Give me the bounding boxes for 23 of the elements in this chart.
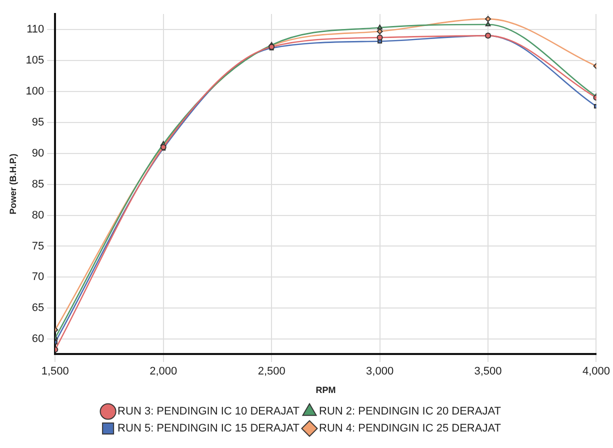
y-tick-label: 75 <box>32 240 44 252</box>
y-tick-label: 80 <box>32 209 44 222</box>
x-axis-title: RPM <box>316 385 336 396</box>
y-tick-label: 60 <box>32 333 44 346</box>
y-tick-label: 65 <box>32 302 44 314</box>
y-tick-label: 110 <box>26 24 44 36</box>
legend-label: RUN 2: PENDINGIN IC 20 DERAJAT <box>319 406 502 418</box>
y-tick-label: 100 <box>26 85 44 98</box>
x-tick-label: 1,500 <box>41 366 69 378</box>
y-tick-label: 90 <box>32 147 44 160</box>
y-axis-title: Power (B.H.P.) <box>8 154 18 214</box>
x-tick-label: 4,000 <box>582 366 610 378</box>
x-tick-label: 2,000 <box>150 366 178 378</box>
y-tick-label: 70 <box>32 271 44 284</box>
legend-label: RUN 3: PENDINGIN IC 10 DERAJAT <box>118 406 300 418</box>
y-tick-label: 105 <box>26 54 44 66</box>
legend-label: RUN 5: PENDINGIN IC 15 DERAJAT <box>118 422 300 435</box>
y-tick-label: 95 <box>32 116 44 128</box>
x-tick-label: 3,500 <box>474 366 502 378</box>
y-tick-label: 85 <box>32 178 44 190</box>
x-tick-label: 2,500 <box>258 366 286 378</box>
x-tick-label: 3,000 <box>366 366 394 378</box>
legend-label: RUN 4: PENDINGIN IC 25 DERAJAT <box>319 422 502 435</box>
